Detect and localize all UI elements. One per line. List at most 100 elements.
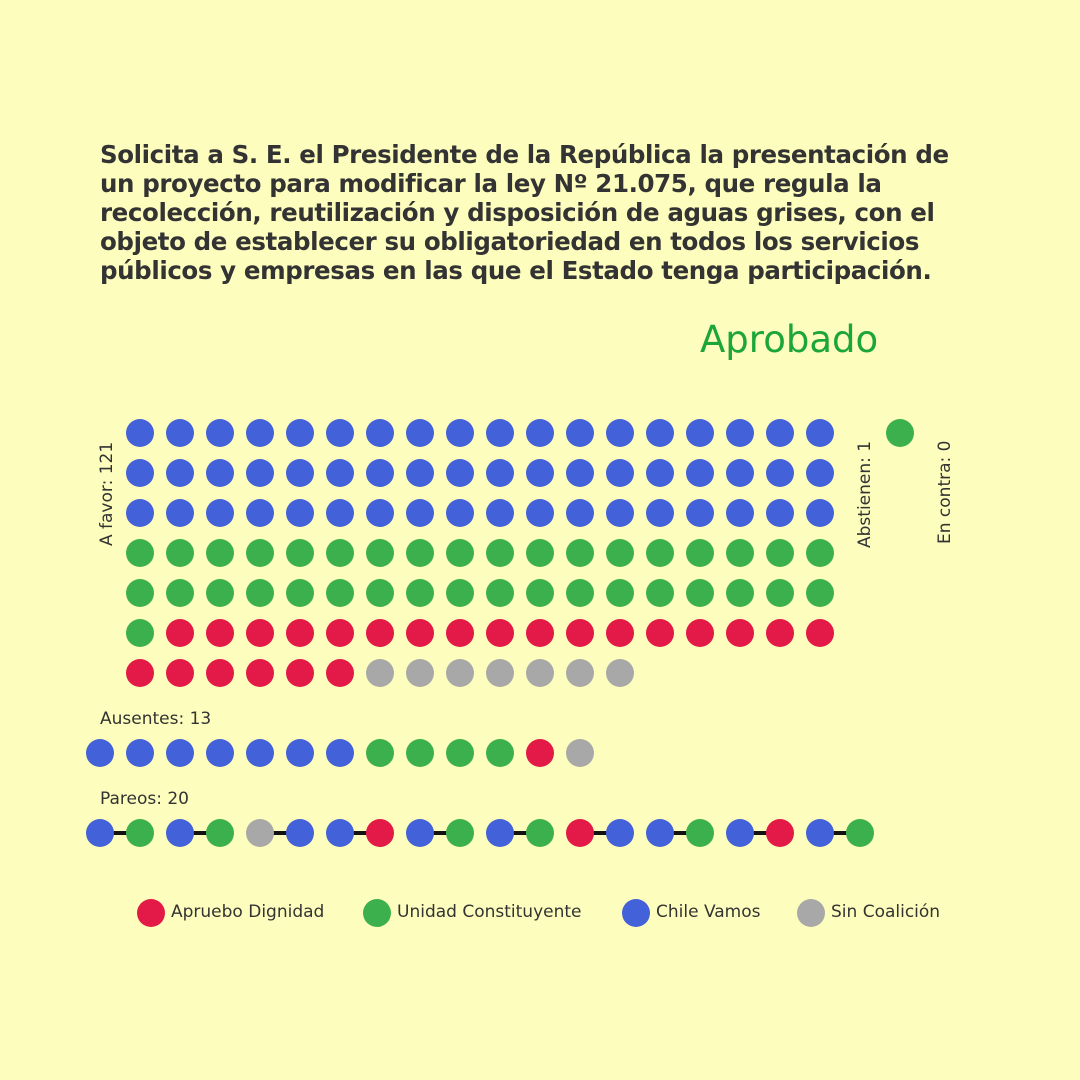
a-favor-dot-chile-vamos (126, 459, 154, 487)
a-favor-dot-chile-vamos (126, 499, 154, 527)
a-favor-dot-unidad-constituyente (326, 539, 354, 567)
a-favor-dot-chile-vamos (606, 459, 634, 487)
ausentes-dot-unidad-constituyente (486, 739, 514, 767)
pareo-dot-chile-vamos (606, 819, 634, 847)
pareo-dot-chile-vamos (806, 819, 834, 847)
a-favor-dot-chile-vamos (166, 499, 194, 527)
a-favor-dot-apruebo-dignidad (806, 619, 834, 647)
a-favor-dot-unidad-constituyente (126, 579, 154, 607)
pareo-dot-apruebo-dignidad (566, 819, 594, 847)
a-favor-dot-unidad-constituyente (406, 539, 434, 567)
ausentes-label: Ausentes: 13 (100, 709, 212, 729)
a-favor-dot-chile-vamos (206, 419, 234, 447)
ausentes-dot-chile-vamos (326, 739, 354, 767)
a-favor-dot-unidad-constituyente (166, 579, 194, 607)
a-favor-dot-chile-vamos (566, 499, 594, 527)
a-favor-dot-unidad-constituyente (726, 539, 754, 567)
legend-label: Sin Coalición (831, 902, 941, 922)
a-favor-dot-unidad-constituyente (766, 579, 794, 607)
pareo-dot-apruebo-dignidad (766, 819, 794, 847)
a-favor-dot-apruebo-dignidad (126, 659, 154, 687)
a-favor-dot-unidad-constituyente (406, 579, 434, 607)
a-favor-dot-apruebo-dignidad (726, 619, 754, 647)
a-favor-dot-chile-vamos (446, 419, 474, 447)
a-favor-dot-chile-vamos (646, 459, 674, 487)
a-favor-dot-chile-vamos (526, 419, 554, 447)
a-favor-dot-chile-vamos (646, 419, 674, 447)
a-favor-dot-chile-vamos (446, 499, 474, 527)
a-favor-dot-chile-vamos (486, 499, 514, 527)
a-favor-dot-chile-vamos (726, 499, 754, 527)
result-status: Aprobado (700, 318, 879, 361)
ausentes-dot-sin-coalicion (566, 739, 594, 767)
legend-swatch (622, 899, 650, 927)
a-favor-dot-chile-vamos (766, 419, 794, 447)
legend-swatch (797, 899, 825, 927)
ausentes-dot-chile-vamos (126, 739, 154, 767)
a-favor-dot-chile-vamos (726, 459, 754, 487)
a-favor-dot-chile-vamos (566, 459, 594, 487)
ausentes-dot-unidad-constituyente (446, 739, 474, 767)
a-favor-dot-chile-vamos (646, 499, 674, 527)
a-favor-dot-unidad-constituyente (806, 539, 834, 567)
a-favor-dot-apruebo-dignidad (166, 619, 194, 647)
ausentes-dot-chile-vamos (206, 739, 234, 767)
a-favor-dot-unidad-constituyente (246, 539, 274, 567)
a-favor-dot-chile-vamos (766, 459, 794, 487)
legend-label: Chile Vamos (656, 902, 761, 922)
pareo-dot-chile-vamos (486, 819, 514, 847)
a-favor-dot-unidad-constituyente (126, 539, 154, 567)
a-favor-dot-unidad-constituyente (686, 539, 714, 567)
a-favor-dot-sin-coalicion (566, 659, 594, 687)
a-favor-dot-apruebo-dignidad (646, 619, 674, 647)
a-favor-dot-unidad-constituyente (486, 539, 514, 567)
a-favor-dot-apruebo-dignidad (246, 619, 274, 647)
a-favor-dot-unidad-constituyente (646, 539, 674, 567)
ausentes-dot-apruebo-dignidad (526, 739, 554, 767)
a-favor-dot-chile-vamos (326, 459, 354, 487)
a-favor-dot-chile-vamos (806, 499, 834, 527)
a-favor-dot-unidad-constituyente (206, 579, 234, 607)
a-favor-dot-chile-vamos (606, 419, 634, 447)
a-favor-dot-unidad-constituyente (566, 579, 594, 607)
pareo-dot-chile-vamos (406, 819, 434, 847)
pareo-dot-unidad-constituyente (206, 819, 234, 847)
ausentes-dot-unidad-constituyente (366, 739, 394, 767)
a-favor-dot-unidad-constituyente (606, 539, 634, 567)
pareo-dot-unidad-constituyente (686, 819, 714, 847)
a-favor-dot-chile-vamos (366, 459, 394, 487)
a-favor-dot-unidad-constituyente (286, 539, 314, 567)
pareo-dot-unidad-constituyente (446, 819, 474, 847)
a-favor-dot-chile-vamos (326, 499, 354, 527)
a-favor-dot-chile-vamos (406, 459, 434, 487)
pareo-dot-unidad-constituyente (126, 819, 154, 847)
ausentes-dot-chile-vamos (166, 739, 194, 767)
a-favor-dot-unidad-constituyente (126, 619, 154, 647)
a-favor-dot-chile-vamos (526, 459, 554, 487)
a-favor-dot-unidad-constituyente (446, 579, 474, 607)
a-favor-dot-chile-vamos (166, 419, 194, 447)
pareo-dot-chile-vamos (86, 819, 114, 847)
a-favor-dot-chile-vamos (526, 499, 554, 527)
pareo-dot-unidad-constituyente (846, 819, 874, 847)
a-favor-dot-apruebo-dignidad (446, 619, 474, 647)
a-favor-dot-unidad-constituyente (606, 579, 634, 607)
a-favor-dot-chile-vamos (206, 499, 234, 527)
a-favor-dot-chile-vamos (686, 499, 714, 527)
a-favor-dot-apruebo-dignidad (246, 659, 274, 687)
a-favor-dot-chile-vamos (686, 419, 714, 447)
a-favor-dot-apruebo-dignidad (566, 619, 594, 647)
a-favor-dot-chile-vamos (126, 419, 154, 447)
a-favor-dot-sin-coalicion (366, 659, 394, 687)
legend-swatch (137, 899, 165, 927)
a-favor-dot-unidad-constituyente (246, 579, 274, 607)
pareo-dot-apruebo-dignidad (366, 819, 394, 847)
a-favor-dot-apruebo-dignidad (206, 659, 234, 687)
a-favor-dot-apruebo-dignidad (366, 619, 394, 647)
ausentes-dot-chile-vamos (246, 739, 274, 767)
a-favor-dot-chile-vamos (606, 499, 634, 527)
pareo-dot-chile-vamos (286, 819, 314, 847)
pareos-label: Pareos: 20 (100, 789, 190, 809)
a-favor-dot-unidad-constituyente (366, 579, 394, 607)
